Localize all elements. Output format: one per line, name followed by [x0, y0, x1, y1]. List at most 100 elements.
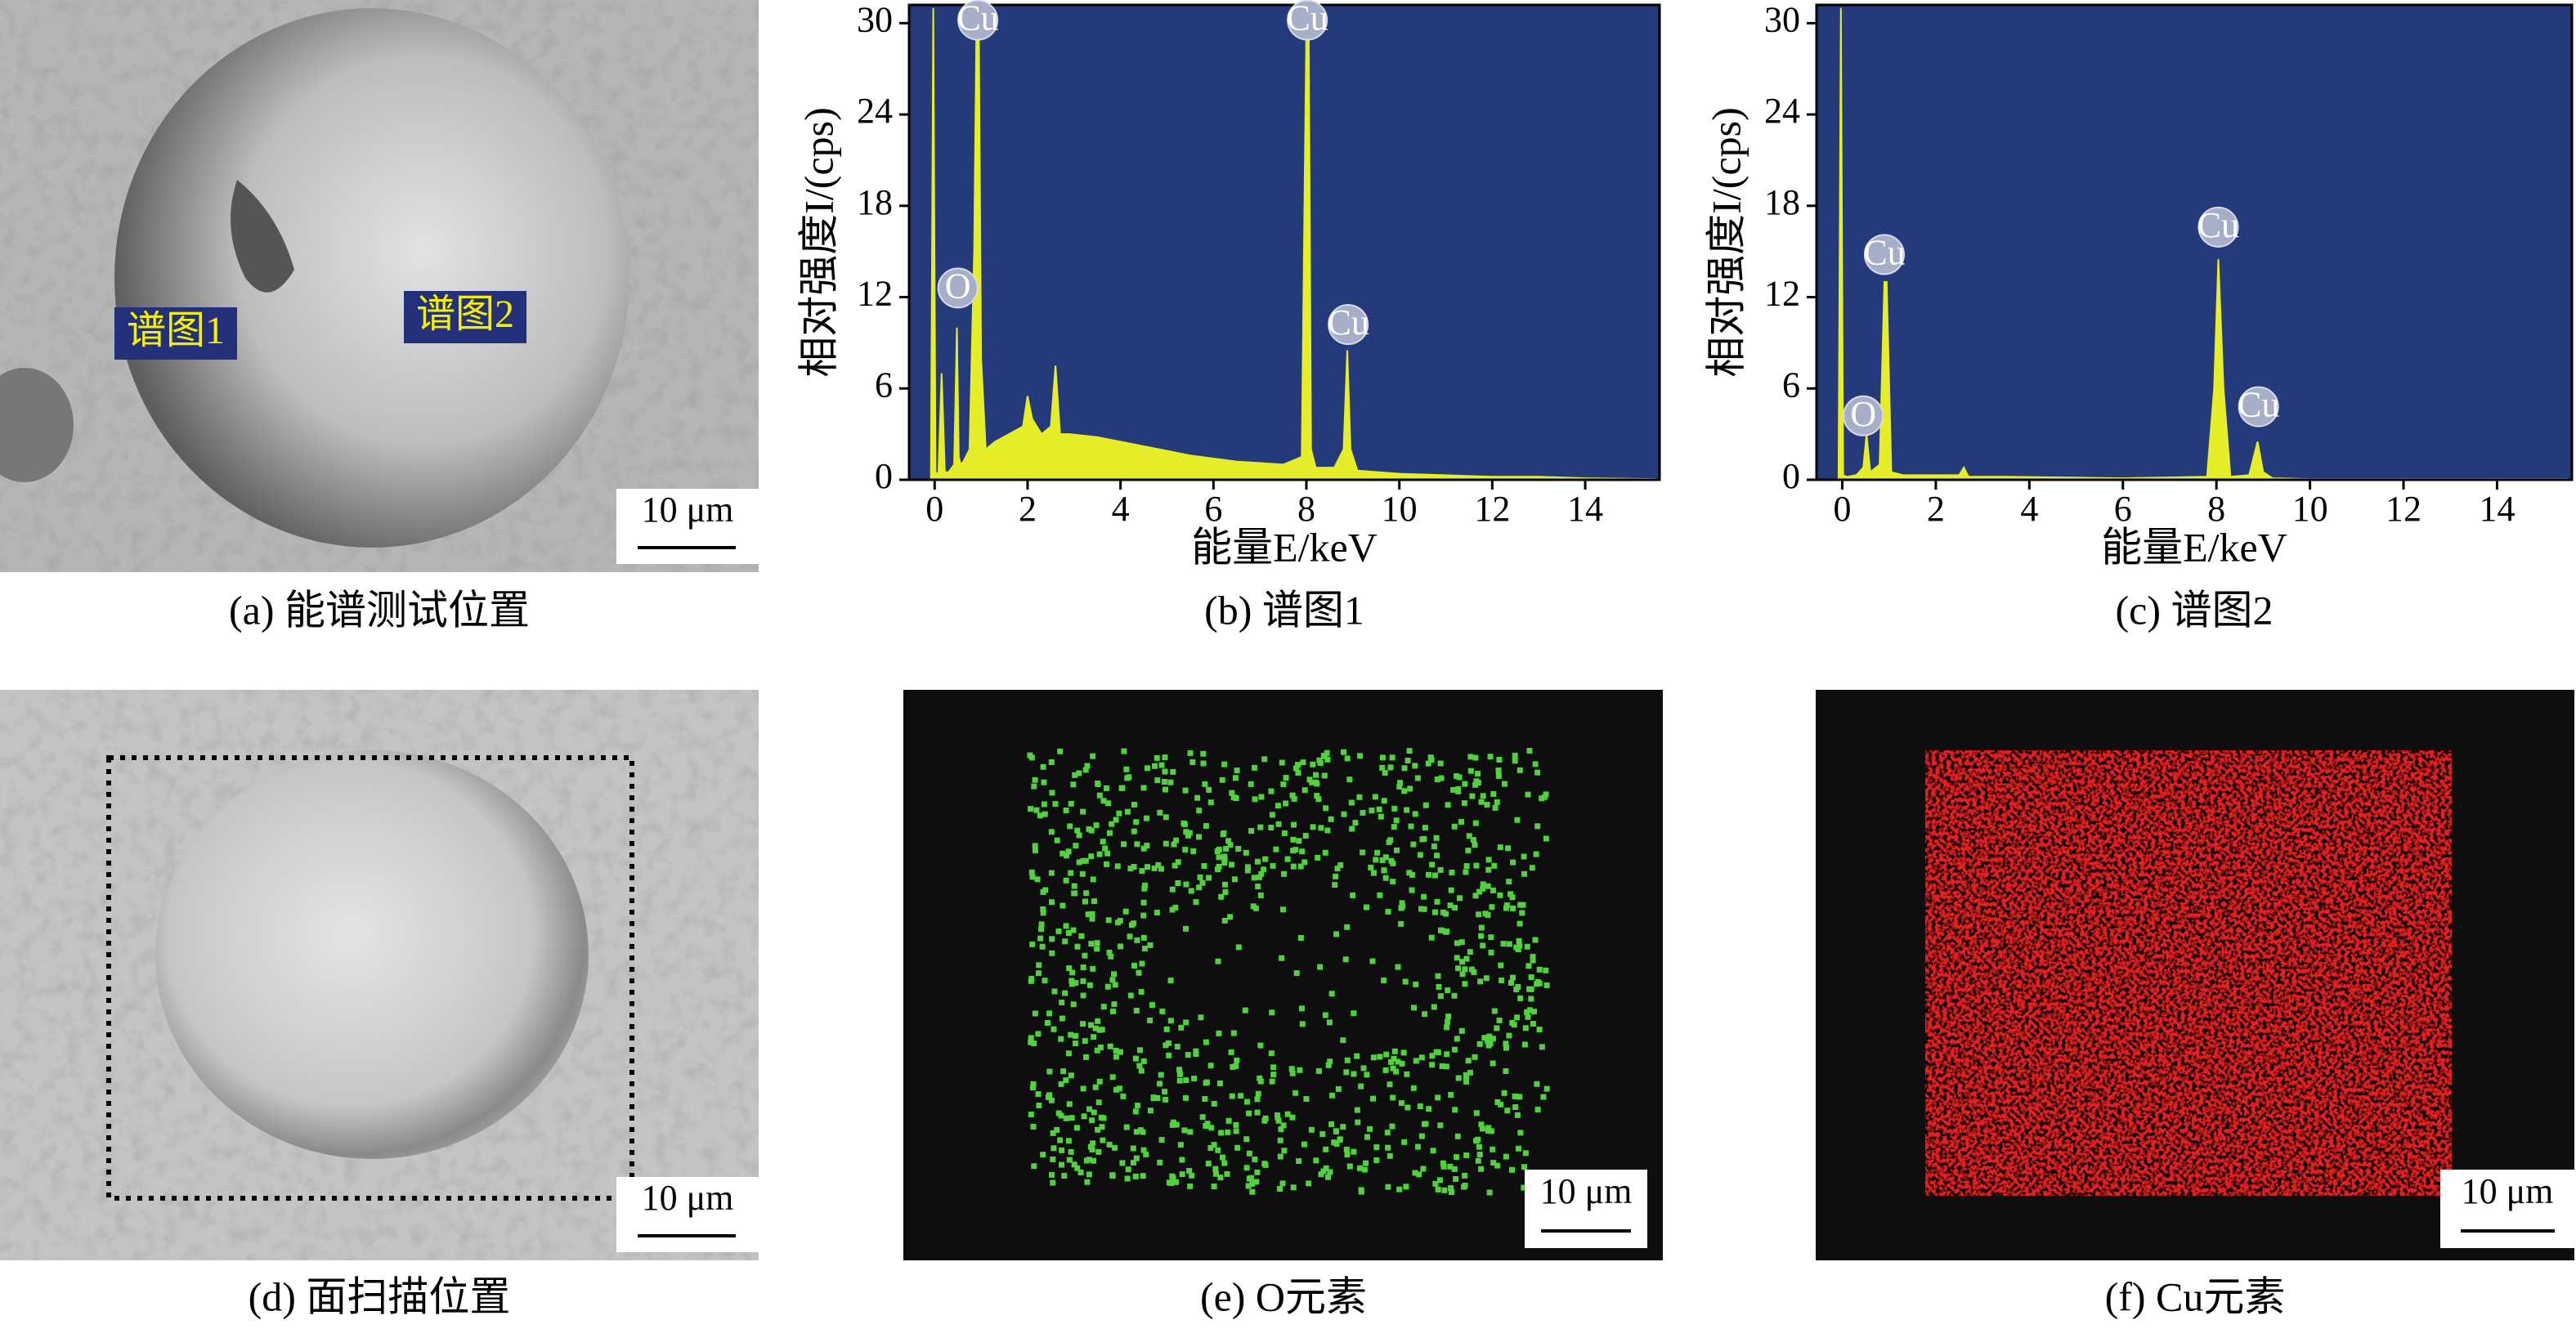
o-map-dot: [1534, 1081, 1540, 1087]
o-map-dot: [1534, 979, 1541, 985]
o-map-dot: [1200, 760, 1207, 767]
o-map-dot: [1245, 864, 1251, 870]
o-map-dot: [1258, 794, 1265, 800]
o-map-dot: [1335, 1085, 1342, 1092]
o-map-dot: [1035, 970, 1042, 977]
o-map-dot: [1281, 870, 1287, 877]
o-map-dot: [1387, 1152, 1393, 1159]
o-map-dot: [1521, 1041, 1528, 1048]
o-map-dot: [1368, 864, 1374, 870]
o-map-dot: [1216, 1030, 1222, 1036]
o-map-dot: [1450, 786, 1457, 793]
o-map-dot: [1248, 781, 1254, 787]
o-map-dot: [1341, 811, 1347, 817]
o-map-dot: [1080, 1021, 1086, 1027]
o-map-dot: [1122, 908, 1129, 915]
o-map-dot: [1513, 944, 1520, 951]
o-map-dot: [1183, 1019, 1189, 1026]
o-map-dot: [1502, 781, 1508, 787]
y-tick-label: 30: [1764, 0, 1800, 39]
o-map-dot: [1514, 1014, 1521, 1021]
x-tick-label: 10: [1382, 489, 1418, 529]
o-map-dot: [1114, 863, 1121, 870]
o-map-dot: [1530, 957, 1536, 964]
o-map-dot: [1437, 866, 1444, 873]
o-map-dot: [1136, 969, 1142, 976]
o-map-dot: [1524, 943, 1530, 950]
o-map-dot: [1385, 1144, 1391, 1151]
o-map-dot: [1219, 776, 1225, 783]
o-map-dot: [1490, 1160, 1497, 1166]
o-map-dot: [1396, 1186, 1403, 1193]
o-map-dot: [1293, 970, 1300, 977]
o-map-dot: [1270, 862, 1276, 869]
o-map-dot: [1519, 910, 1525, 916]
o-map-dot: [1358, 1083, 1364, 1090]
o-map-dot: [1318, 1171, 1324, 1178]
o-map-dot: [1073, 1032, 1079, 1039]
o-map-dot: [1521, 853, 1527, 860]
o-map-dot: [1139, 868, 1145, 875]
o-map-dot: [1323, 805, 1329, 812]
o-map-dot: [1231, 876, 1238, 883]
o-map-dot: [1135, 1103, 1140, 1109]
o-map-dot: [1404, 807, 1410, 813]
panel-e-labels: 10 μm (e) O元素: [1200, 1170, 1647, 1319]
o-map-dot: [1406, 870, 1413, 876]
o-map-dot: [1109, 1173, 1116, 1179]
o-map-dot: [1028, 1039, 1034, 1045]
o-map-dot: [1462, 781, 1468, 787]
o-map-dot: [1223, 845, 1230, 852]
plot-background: [1817, 5, 2572, 480]
o-map-dot: [1131, 802, 1137, 808]
o-map-dot: [1374, 849, 1381, 856]
o-map-dot: [1508, 980, 1514, 986]
o-map-dot: [1061, 1173, 1068, 1179]
o-map-dot: [1458, 1027, 1465, 1034]
peak-label: O: [1850, 394, 1876, 434]
o-map-dot: [1110, 1008, 1116, 1014]
o-map-dot: [1063, 923, 1069, 929]
o-map-dot: [1356, 1165, 1363, 1171]
spectrum: [921, 7, 1656, 481]
o-map-dot: [1490, 1146, 1496, 1152]
o-map-dot: [1225, 1117, 1232, 1124]
o-map-dot: [1417, 1103, 1423, 1109]
o-map-dot: [1303, 1096, 1310, 1102]
o-map-dot: [1258, 870, 1265, 877]
o-map-dot: [1473, 1110, 1480, 1116]
o-map-dot: [1390, 860, 1396, 866]
o-map-dot: [1041, 779, 1047, 785]
o-map-dot: [1216, 854, 1222, 861]
o-map-dot: [1326, 1019, 1333, 1026]
o-map-dot: [1147, 1018, 1154, 1023]
peak-label: Cu: [956, 0, 998, 38]
o-map-dot: [1185, 1052, 1191, 1058]
o-map-dot: [1255, 1090, 1261, 1097]
o-map-dot: [1245, 1183, 1252, 1189]
o-map-dot: [1104, 983, 1111, 990]
o-map-dot: [1262, 1161, 1269, 1168]
o-map-dot: [1112, 982, 1118, 988]
o-map-dot: [1131, 920, 1137, 927]
o-map-dot: [1073, 1040, 1078, 1047]
o-map-dot: [1102, 845, 1109, 852]
o-map-dot: [1137, 1127, 1144, 1134]
o-map-dot: [1437, 1122, 1444, 1129]
o-map-dot: [1454, 1036, 1460, 1042]
o-map-dot: [1095, 781, 1101, 787]
o-map-dot: [1123, 766, 1130, 772]
o-map-dot: [1054, 837, 1060, 843]
o-map-dot: [1484, 802, 1490, 808]
o-map-dot: [1045, 1020, 1051, 1026]
o-map-dot: [1543, 835, 1549, 842]
o-map-dot: [1030, 1085, 1036, 1091]
o-map-dot: [1042, 887, 1049, 893]
o-map-dot: [1037, 935, 1044, 942]
o-map-dot: [1494, 1162, 1501, 1169]
o-map-dot: [1429, 1062, 1436, 1068]
o-map-dot: [1227, 914, 1234, 920]
o-map-dot: [1254, 1096, 1261, 1103]
o-map-dot: [1315, 1067, 1322, 1074]
o-map-dot: [1440, 909, 1446, 915]
